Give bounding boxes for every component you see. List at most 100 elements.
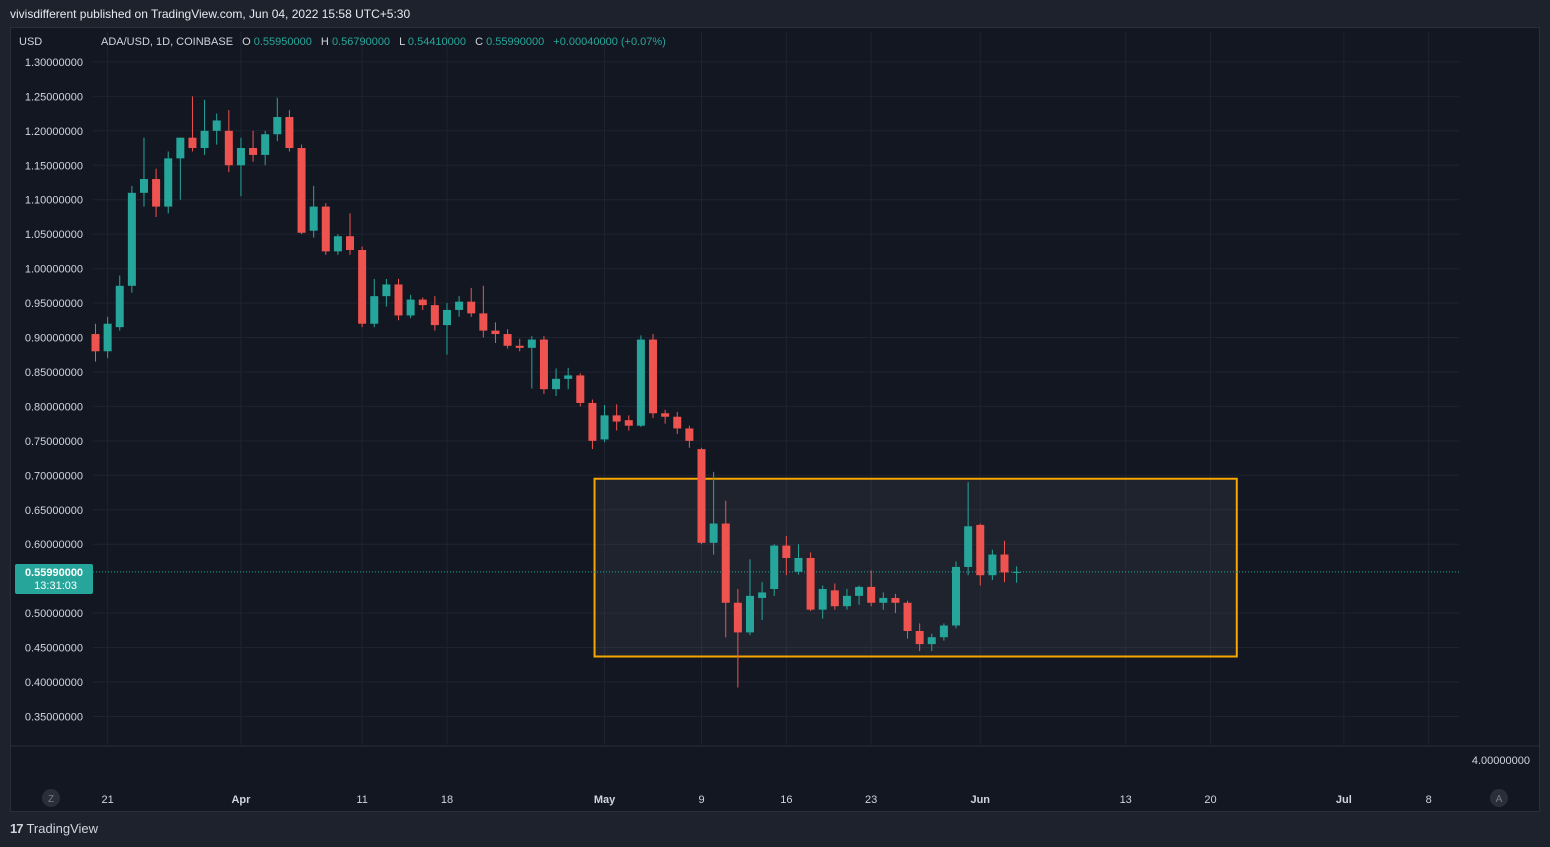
candle-up[interactable]: [564, 367, 573, 390]
candle-down[interactable]: [891, 593, 900, 614]
candle-down[interactable]: [479, 285, 488, 338]
candle-down[interactable]: [515, 338, 524, 352]
candle-down[interactable]: [152, 168, 161, 217]
candle-up[interactable]: [115, 275, 124, 331]
candle-down[interactable]: [903, 600, 912, 639]
low-label: L: [399, 36, 405, 48]
candle-up[interactable]: [309, 185, 318, 238]
candle-body: [333, 236, 342, 252]
candle-down[interactable]: [503, 329, 512, 349]
candle-up[interactable]: [758, 582, 767, 620]
candle-up[interactable]: [770, 544, 779, 596]
candlestick-chart[interactable]: 1.30000000 1.25000000 1.20000000 1.15000000…: [11, 28, 1541, 813]
candle-up[interactable]: [127, 185, 136, 293]
candle-down[interactable]: [733, 588, 742, 688]
candle-up[interactable]: [709, 471, 718, 555]
candle-body: [624, 420, 633, 426]
candle-down[interactable]: [830, 583, 839, 610]
candle-up[interactable]: [442, 303, 451, 355]
auto-scale-button[interactable]: A: [1490, 789, 1508, 807]
candle-up[interactable]: [842, 588, 851, 610]
candle-down[interactable]: [685, 425, 694, 448]
candle-body: [273, 117, 282, 135]
candle-body: [891, 597, 900, 603]
auto-scale-button-bg[interactable]: [1490, 789, 1508, 807]
candle-down[interactable]: [188, 96, 197, 152]
candle-down[interactable]: [915, 623, 924, 651]
y-axis[interactable]: 1.30000000 1.25000000 1.20000000 1.15000000…: [25, 57, 83, 724]
candle-down[interactable]: [976, 523, 985, 586]
candle-down[interactable]: [612, 404, 621, 431]
candle-down[interactable]: [224, 110, 233, 173]
candle-body: [467, 301, 476, 314]
candle-down[interactable]: [418, 297, 427, 310]
candle-down[interactable]: [649, 334, 658, 419]
candle-up[interactable]: [952, 561, 961, 629]
candle-body: [442, 309, 451, 326]
candle-up[interactable]: [794, 544, 803, 575]
candle-down[interactable]: [91, 323, 100, 362]
x-axis[interactable]: 21 Apr 11 18 May 9 16 23 Jun 13 20 Jul 8: [101, 794, 1431, 806]
candle-down[interactable]: [673, 411, 682, 434]
candle-up[interactable]: [333, 234, 342, 255]
range-box[interactable]: [593, 477, 1238, 658]
candle-up[interactable]: [636, 335, 645, 428]
candle-up[interactable]: [600, 405, 609, 443]
candle-down[interactable]: [624, 415, 633, 431]
candle-down[interactable]: [249, 130, 258, 162]
candle-up[interactable]: [964, 482, 973, 576]
candle-up[interactable]: [236, 137, 245, 197]
candle-up[interactable]: [176, 137, 185, 200]
candle-down[interactable]: [867, 570, 876, 607]
candle-up[interactable]: [273, 97, 282, 142]
candle-up[interactable]: [200, 99, 209, 155]
chart-frame[interactable]: 1.30000000 1.25000000 1.20000000 1.15000000…: [10, 27, 1541, 813]
candle-down[interactable]: [782, 535, 791, 576]
candle-up[interactable]: [370, 278, 379, 328]
z-button-bg[interactable]: [42, 789, 60, 807]
candle-up[interactable]: [1012, 566, 1021, 583]
candle-up[interactable]: [261, 130, 270, 166]
candle-up[interactable]: [103, 316, 112, 359]
candle-up[interactable]: [164, 151, 173, 214]
candle-down[interactable]: [806, 552, 815, 612]
candle-down[interactable]: [321, 203, 330, 255]
tradingview-logo[interactable]: 17 TradingView: [10, 821, 98, 836]
candle-body: [1012, 571, 1021, 573]
candle-up[interactable]: [939, 623, 948, 641]
candle-up[interactable]: [406, 294, 415, 319]
candle-down[interactable]: [661, 409, 670, 424]
z-button[interactable]: Z: [42, 789, 60, 807]
candle-down[interactable]: [297, 144, 306, 235]
candle-up[interactable]: [139, 137, 148, 207]
candle-down[interactable]: [1000, 540, 1009, 583]
candle-down[interactable]: [430, 296, 439, 331]
candle-up[interactable]: [927, 633, 936, 651]
candle-down[interactable]: [491, 322, 500, 344]
candle-down[interactable]: [697, 447, 706, 545]
z-button-label[interactable]: Z: [48, 794, 54, 805]
candle-up[interactable]: [855, 585, 864, 605]
candle-up[interactable]: [745, 559, 754, 636]
candle-up[interactable]: [552, 368, 561, 397]
candle-down[interactable]: [394, 278, 403, 321]
candle-up[interactable]: [988, 549, 997, 581]
candle-down[interactable]: [721, 500, 730, 638]
candle-up[interactable]: [455, 296, 464, 317]
candle-up[interactable]: [212, 113, 221, 145]
candle-down[interactable]: [576, 373, 585, 407]
candle-down[interactable]: [467, 287, 476, 317]
candle-body: [649, 339, 658, 414]
candle-up[interactable]: [818, 585, 827, 619]
candle-body: [139, 179, 148, 193]
auto-scale-button-label[interactable]: A: [1496, 794, 1503, 805]
candle-down[interactable]: [358, 246, 367, 328]
candle-down[interactable]: [346, 213, 355, 255]
candle-down[interactable]: [539, 336, 548, 394]
candle-up[interactable]: [527, 336, 536, 389]
candle-down[interactable]: [588, 399, 597, 450]
bottom-right-value: 4.00000000: [1472, 755, 1530, 767]
candle-up[interactable]: [382, 278, 391, 307]
candle-down[interactable]: [285, 110, 294, 152]
candle-up[interactable]: [879, 592, 888, 610]
